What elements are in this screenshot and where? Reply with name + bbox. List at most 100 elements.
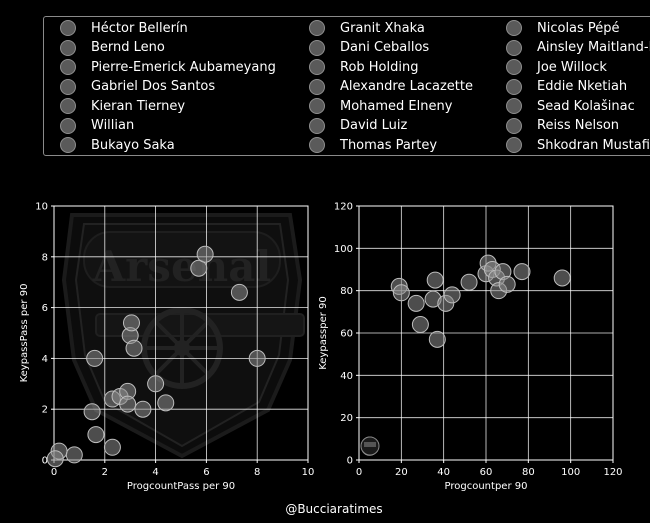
- x-tick-label: 20: [395, 467, 408, 478]
- scatter-point: [87, 426, 105, 444]
- scatter-point: [411, 316, 429, 334]
- scatter-point: [134, 400, 152, 418]
- legend-marker: [60, 117, 76, 134]
- scatter-point: [190, 259, 208, 277]
- y-tick-label: 2: [42, 405, 48, 416]
- scatter-point: [248, 349, 266, 367]
- credit-text: @Bucciaratimes: [285, 502, 383, 516]
- legend-label: Bernd Leno: [91, 40, 165, 55]
- legend-item: Ainsley Maitland-Niles: [506, 38, 650, 57]
- legend-item: Eddie Nketiah: [506, 77, 627, 96]
- scatter-point: [460, 273, 478, 291]
- x-tick-label: 100: [561, 467, 580, 478]
- x-tick-label: 2: [102, 467, 108, 478]
- scatter-point: [513, 263, 531, 281]
- scatter-point: [230, 283, 248, 301]
- legend-item: Willian: [60, 116, 134, 135]
- legend-item: Héctor Bellerín: [60, 19, 188, 38]
- scatter-point: [125, 339, 143, 357]
- legend-item: Rob Holding: [309, 58, 418, 77]
- scatter-point: [103, 438, 121, 456]
- legend-item: Dani Ceballos: [309, 38, 429, 57]
- legend-label: Dani Ceballos: [340, 40, 430, 55]
- legend-label: Rob Holding: [340, 59, 419, 75]
- legend-item: Sead Kolašinac: [506, 97, 635, 116]
- y-tick-label: 100: [334, 244, 353, 255]
- legend-marker: [60, 59, 76, 75]
- legend-label: Gabriel Dos Santos: [91, 79, 216, 94]
- crest-wordmark: Arsenal: [92, 242, 272, 291]
- legend-label: Sead Kolašinac: [537, 98, 635, 114]
- legend-marker: [309, 39, 325, 56]
- scatter-point: [553, 269, 571, 287]
- x-tick-label: 8: [254, 467, 260, 478]
- chart-right: 0 20 40 60 80 100 120 0 20 40 60 80 100 120 Progcountp…: [318, 202, 623, 493]
- y-tick-label: 6: [42, 303, 48, 314]
- legend-item: David Luiz: [309, 116, 407, 135]
- arsenal-crest-watermark: Arsenal: [61, 213, 305, 459]
- legend-marker: [309, 78, 325, 95]
- scatter-point: [498, 275, 516, 293]
- legend-marker: [506, 59, 522, 75]
- legend-item: Nicolas Pépé: [506, 19, 620, 38]
- legend-label: Mohamed Elneny: [340, 98, 453, 114]
- x-axis-label: ProgcountPass per 90: [127, 481, 235, 492]
- legend-label: Shkodran Mustafi: [537, 137, 650, 153]
- legend-marker: [506, 39, 522, 56]
- y-tick-label: 20: [340, 413, 353, 424]
- legend-marker: [60, 98, 76, 114]
- legend-item: Bernd Leno: [60, 38, 165, 57]
- legend-label: Héctor Bellerín: [91, 20, 188, 36]
- y-axis-label: Keypassper 90: [318, 296, 329, 370]
- y-tick-label: 4: [42, 354, 48, 365]
- legend-marker: [309, 137, 325, 153]
- legend-item: Thomas Partey: [309, 136, 437, 155]
- legend-marker: [60, 137, 76, 153]
- legend-marker: [60, 39, 76, 56]
- legend-item: Bukayo Saka: [60, 136, 175, 155]
- scatter-point: [426, 271, 444, 289]
- y-axis-label: KeypassPass per 90: [19, 284, 30, 383]
- legend-label: Joe Willock: [537, 59, 607, 75]
- legend-marker: [60, 78, 76, 95]
- legend-marker: [60, 20, 76, 36]
- legend-marker: [506, 137, 522, 153]
- scatter-point: [443, 286, 461, 304]
- x-tick-label: 4: [152, 467, 158, 478]
- scatter-point: [119, 395, 137, 413]
- scatter-point: [147, 375, 165, 393]
- legend: Héctor Bellerín Bernd Leno Pierre-Emerick …: [43, 16, 650, 156]
- legend-item: Joe Willock: [506, 58, 607, 77]
- legend-label: Granit Xhaka: [340, 20, 425, 36]
- scatter-point: [83, 403, 101, 421]
- chart-left: 0 2 4 6 8 10 0 2 4 6 8 10 ProgcountPass per 90 Keypas…: [19, 202, 314, 493]
- x-axis-label: Progcountper 90: [445, 481, 528, 492]
- scatter-point: [407, 294, 425, 312]
- scatter-point: [65, 446, 83, 464]
- y-tick-label: 120: [334, 202, 353, 213]
- legend-marker: [506, 20, 522, 36]
- legend-item: Alexandre Lacazette: [309, 77, 473, 96]
- legend-marker: [309, 98, 325, 114]
- legend-marker: [309, 20, 325, 36]
- legend-label: Nicolas Pépé: [537, 20, 620, 36]
- legend-item: Gabriel Dos Santos: [60, 77, 215, 96]
- legend-label: Ainsley Maitland-Niles: [537, 40, 650, 55]
- legend-marker: [506, 98, 522, 114]
- y-tick-label: 60: [340, 329, 353, 340]
- x-tick-label: 6: [203, 467, 209, 478]
- y-tick-label: 80: [340, 286, 353, 297]
- scatter-point: [122, 314, 140, 332]
- legend-label: Pierre-Emerick Aubameyang: [91, 59, 276, 75]
- legend-item: Kieran Tierney: [60, 97, 185, 116]
- legend-marker: [309, 117, 325, 134]
- legend-item: Reiss Nelson: [506, 116, 619, 135]
- x-tick-label: 80: [522, 467, 535, 478]
- legend-item: Mohamed Elneny: [309, 97, 452, 116]
- y-tick-label: 0: [347, 456, 353, 467]
- club-badge-icon: [360, 436, 380, 456]
- y-tick-label: 10: [35, 202, 48, 213]
- legend-item: Shkodran Mustafi: [506, 136, 650, 155]
- y-tick-label: 8: [42, 252, 48, 263]
